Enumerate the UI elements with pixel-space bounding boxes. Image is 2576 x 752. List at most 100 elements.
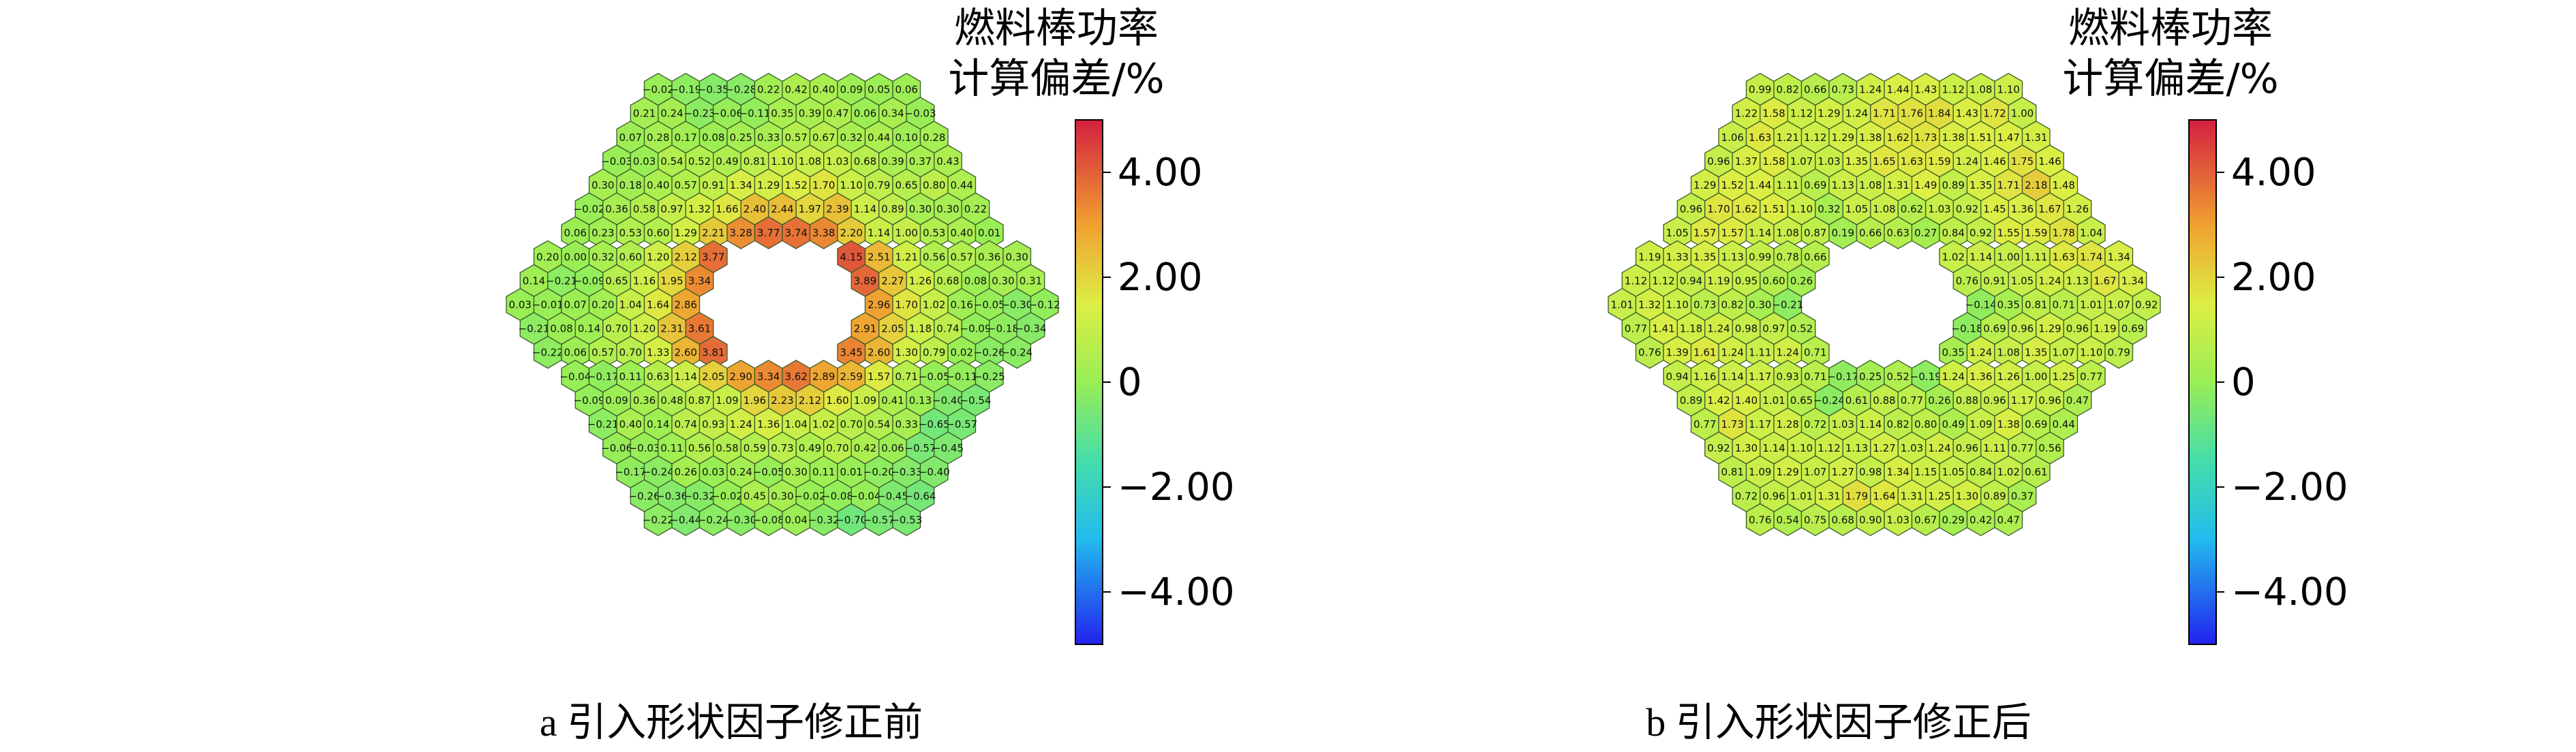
- hex-cell-label-b: 1.30: [1735, 442, 1758, 454]
- hex-cell-label-b: 0.32: [1818, 203, 1840, 215]
- hex-cell-label-a: 2.96: [868, 299, 890, 311]
- hex-cell-label-b: 0.42: [1969, 514, 1992, 526]
- hex-cell-label-a: 1.32: [688, 203, 711, 215]
- hex-cell-label-b: 0.96: [2038, 394, 2061, 407]
- hex-cell-label-a: 0.36: [978, 251, 1000, 263]
- hex-cell-label-b: 1.52: [1721, 179, 1744, 191]
- hex-cell-label-b: 1.14: [1859, 418, 1882, 430]
- hex-cell-label-b: 1.76: [1901, 108, 1923, 120]
- hex-cell-label-a: 0.45: [743, 490, 766, 502]
- hex-cell-label-b: 0.96: [1680, 203, 1702, 215]
- hex-cell-label-a: 0.39: [799, 108, 821, 120]
- hex-cell-label-b: 1.08: [1997, 347, 2020, 359]
- hex-cell-label-b: 1.19: [1707, 275, 1730, 287]
- hex-cell-label-b: 1.59: [2025, 227, 2047, 239]
- hex-cell-label-b: 1.02: [1942, 251, 1965, 263]
- hex-cell-label-b: 0.63: [1887, 227, 1910, 239]
- hex-cell-label-a: 0.30: [909, 203, 932, 215]
- hex-cell-label-b: 1.43: [1956, 108, 1978, 120]
- hex-cell-label-a: 0.03: [702, 466, 724, 478]
- hex-cell-label-b: 1.35: [1969, 179, 1992, 191]
- hex-cell-label-a: 0.06: [564, 347, 587, 359]
- hex-cell-label-b: −0.17: [1827, 371, 1858, 383]
- hex-cell-label-b: 0.66: [1804, 251, 1826, 263]
- hex-cell-label-a: 1.02: [923, 299, 945, 311]
- hex-cell-label-a: 2.86: [675, 299, 697, 311]
- hex-cell-label-a: 0.17: [675, 131, 697, 144]
- hex-cell-label-a: 4.15: [840, 251, 863, 263]
- hex-cell-label-a: 2.27: [881, 275, 904, 287]
- hex-cell-label-a: 0.41: [881, 394, 904, 407]
- hex-cell-label-b: 1.49: [1914, 179, 1937, 191]
- hex-cell-label-b: 1.17: [1749, 371, 1771, 383]
- hex-cell-label-a: −0.06: [601, 442, 632, 454]
- hex-cell-label-b: 1.48: [2053, 179, 2075, 191]
- hex-cell-label-a: 0.22: [757, 84, 780, 96]
- hex-cell-label-a: 0.16: [951, 299, 973, 311]
- hex-cell-label-a: 0.65: [605, 275, 628, 287]
- hex-cell-label-b: 1.10: [1790, 203, 1813, 215]
- hex-cell-label-a: 0.18: [619, 179, 642, 191]
- hex-cell-label-a: −0.02: [574, 203, 605, 215]
- hex-cell-label-b: 1.10: [1790, 442, 1813, 454]
- hex-cell-label-b: 1.12: [1625, 275, 1647, 287]
- hex-cell-label-b: 1.34: [1887, 466, 1910, 478]
- hex-cell-label-a: 2.39: [826, 203, 848, 215]
- hex-cell-label-a: 3.34: [757, 371, 780, 383]
- hex-cell-label-b: 0.98: [1859, 466, 1882, 478]
- hex-cell-label-b: 1.25: [1928, 490, 1950, 502]
- hex-cell-label-b: 0.73: [1693, 299, 1716, 311]
- hex-cell-label-b: 1.67: [2094, 275, 2116, 287]
- hex-cell-label-a: 0.30: [936, 203, 959, 215]
- hex-cell-label-b: 1.16: [1693, 371, 1716, 383]
- hex-cell-label-b: 1.43: [1914, 84, 1937, 96]
- hex-cell-label-a: −0.28: [725, 84, 756, 96]
- hex-cell-label-a: 0.65: [895, 179, 918, 191]
- hex-cell-label-a: −0.17: [615, 466, 646, 478]
- hex-cell-label-b: 1.22: [1735, 108, 1758, 120]
- hex-cell-label-b: 0.19: [1832, 227, 1854, 239]
- hex-cell-label-b: 0.89: [1983, 490, 2006, 502]
- hex-cell-label-b: 1.28: [1777, 418, 1799, 430]
- hex-cell-label-b: 1.59: [1928, 155, 1950, 168]
- hex-cell-label-a: 1.52: [785, 179, 808, 191]
- hex-cell-label-b: 0.76: [1956, 275, 1978, 287]
- hex-cell-label-a: −0.36: [656, 490, 688, 502]
- hex-cell-label-a: 1.96: [743, 394, 766, 407]
- hex-cell-label-a: 1.36: [757, 418, 780, 430]
- hex-cell-label-a: 1.97: [799, 203, 821, 215]
- hex-cell-label-b: 0.91: [1983, 275, 2006, 287]
- hex-cell-label-a: 0.20: [536, 251, 559, 263]
- hex-cell-label-a: 1.09: [716, 394, 738, 407]
- hex-cell-label-a: −0.04: [559, 371, 591, 383]
- hex-cell-label-b: 1.05: [1666, 227, 1689, 239]
- hex-cell-label-a: −0.53: [891, 514, 922, 526]
- hex-cell-label-b: 0.78: [1777, 251, 1799, 263]
- hex-cell-label-a: −0.01: [532, 299, 564, 311]
- hex-cell-label-b: 0.69: [1804, 179, 1826, 191]
- hex-cell-label-a: −0.09: [960, 323, 992, 335]
- hex-cell-label-a: 0.20: [592, 299, 614, 311]
- hex-cell-label-b: 1.17: [2011, 394, 2034, 407]
- hex-cell-label-b: 0.96: [2066, 323, 2089, 335]
- hex-cell-label-a: 3.62: [785, 371, 808, 383]
- hex-cell-label-a: 1.70: [812, 179, 835, 191]
- hex-cell-label-a: 0.21: [633, 108, 656, 120]
- hex-cell-label-b: 1.42: [1707, 394, 1730, 407]
- hex-cell-label-b: 1.31: [1818, 490, 1840, 502]
- hex-cell-label-b: 0.56: [2038, 442, 2061, 454]
- hex-cell-label-b: 1.13: [1721, 251, 1744, 263]
- hex-cell-label-b: 1.24: [1956, 155, 1978, 168]
- hex-cell-label-a: 1.04: [785, 418, 808, 430]
- hex-cell-label-a: 1.29: [675, 227, 697, 239]
- hex-cell-label-a: 0.37: [909, 155, 932, 168]
- hex-cell-label-b: 1.01: [1790, 490, 1813, 502]
- hex-cell-label-b: 0.92: [1707, 442, 1730, 454]
- hex-cell-label-b: 1.61: [1693, 347, 1716, 359]
- hex-cell-label-a: −0.70: [835, 514, 867, 526]
- hex-cell-label-a: 0.56: [688, 442, 711, 454]
- hex-cell-label-a: −0.08: [822, 490, 853, 502]
- hex-cell-label-b: 1.11: [1777, 179, 1799, 191]
- hex-cell-label-a: 2.05: [881, 323, 904, 335]
